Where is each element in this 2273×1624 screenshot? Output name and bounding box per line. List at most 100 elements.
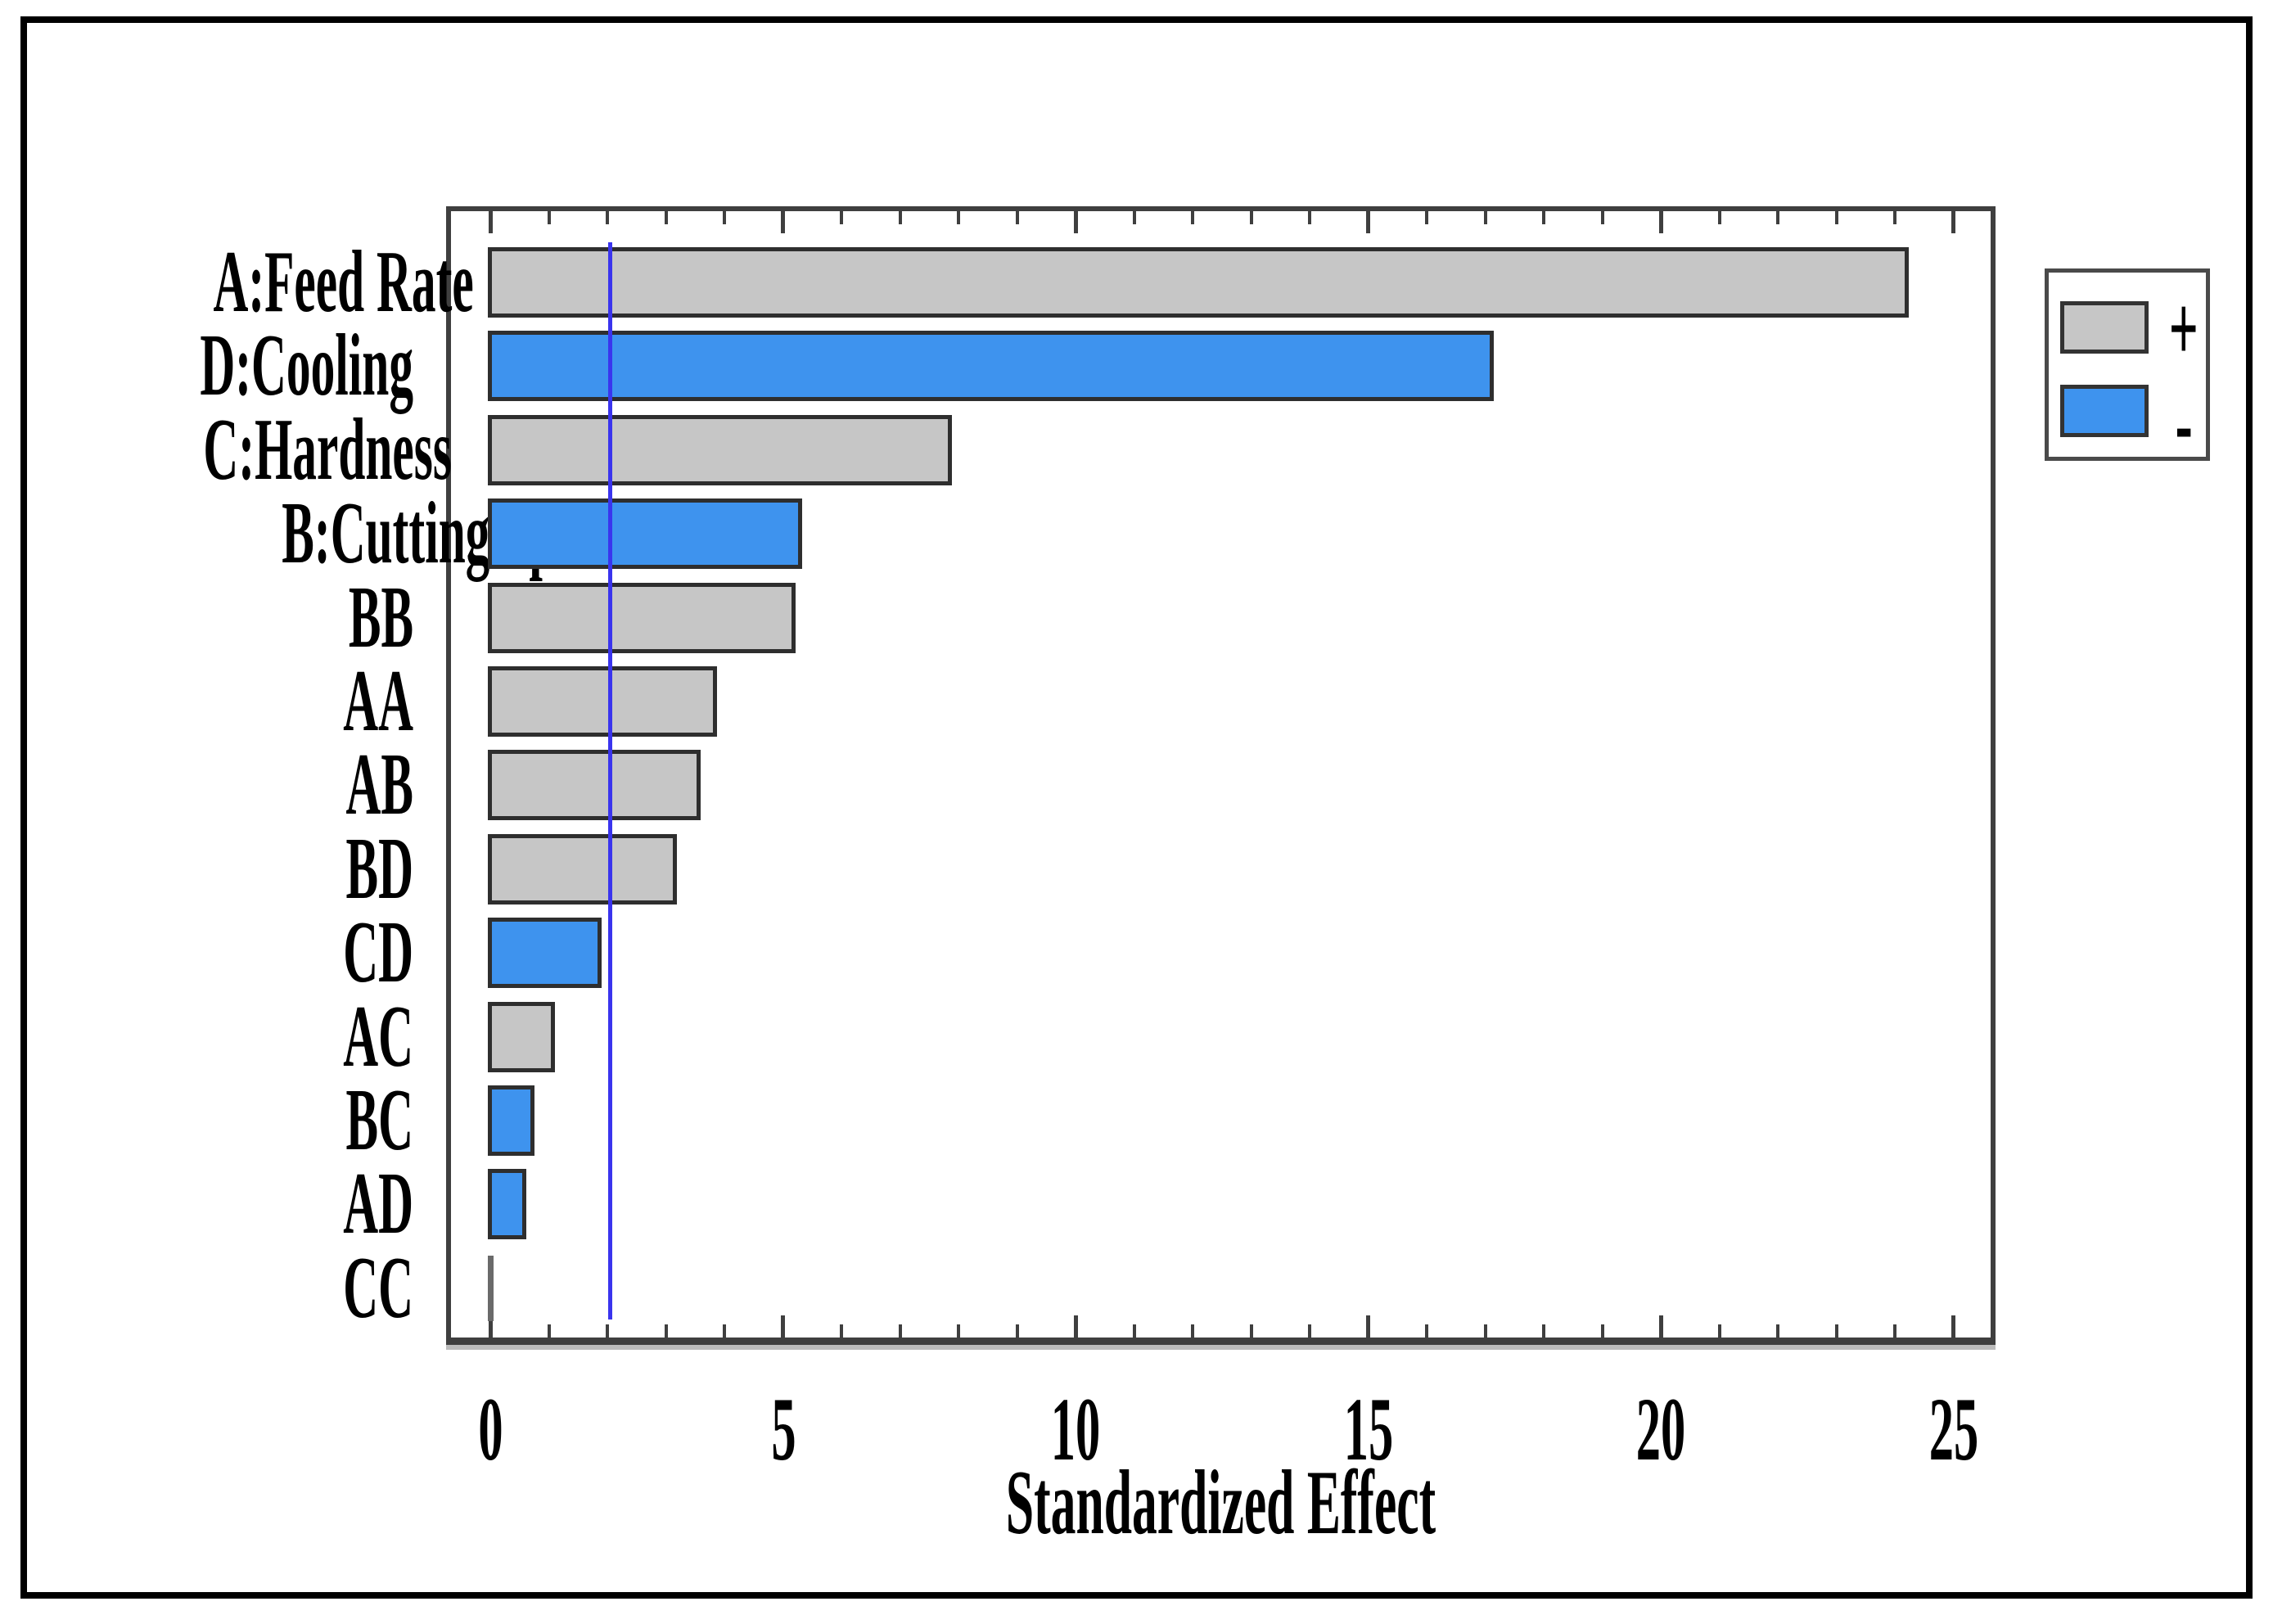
bar-AB xyxy=(488,750,701,821)
category-label-text: CD xyxy=(343,904,413,1002)
x-tick-bottom-16 xyxy=(1425,1324,1428,1338)
x-tick-label-text: 15 xyxy=(1343,1379,1394,1479)
x-tick-bottom-0 xyxy=(489,1315,493,1338)
x-tick-label-10: 10 xyxy=(1010,1383,1141,1475)
x-tick-bottom-8 xyxy=(957,1324,960,1338)
category-label-AB: AB xyxy=(0,740,413,830)
x-tick-bottom-21 xyxy=(1718,1324,1721,1338)
category-label-CC: CC xyxy=(0,1243,413,1333)
category-label-text: C:Hardness xyxy=(203,400,453,498)
x-tick-top-1 xyxy=(548,211,551,224)
axis-shadow xyxy=(446,1345,1996,1350)
category-label-text: AC xyxy=(343,987,413,1085)
x-tick-bottom-17 xyxy=(1484,1324,1487,1338)
x-tick-bottom-14 xyxy=(1308,1324,1311,1338)
category-label-text: D:Cooling xyxy=(200,317,413,415)
legend-negative-label: - xyxy=(2139,372,2229,476)
category-label-BB: BB xyxy=(0,568,413,666)
t-limit-reference-line xyxy=(608,242,612,1320)
bar-BD xyxy=(488,833,677,904)
x-tick-bottom-2 xyxy=(606,1324,609,1338)
x-tick-top-11 xyxy=(1133,211,1136,224)
category-label-A:Feed Rate: A:Feed Rate xyxy=(0,237,473,327)
x-tick-bottom-22 xyxy=(1776,1324,1779,1338)
category-label-text: BC xyxy=(345,1071,413,1169)
category-label-BC: BC xyxy=(0,1076,413,1166)
x-tick-top-24 xyxy=(1893,211,1896,224)
x-tick-top-15 xyxy=(1366,211,1370,233)
x-tick-bottom-11 xyxy=(1133,1324,1136,1338)
x-tick-top-20 xyxy=(1659,211,1663,233)
category-label-text: AA xyxy=(343,652,413,750)
x-tick-bottom-24 xyxy=(1893,1324,1896,1338)
legend: + - xyxy=(2045,268,2210,471)
x-tick-bottom-7 xyxy=(899,1324,902,1338)
x-tick-bottom-5 xyxy=(781,1315,785,1338)
x-tick-bottom-1 xyxy=(548,1324,551,1338)
x-tick-top-4 xyxy=(723,211,726,224)
x-tick-top-8 xyxy=(957,211,960,224)
x-tick-label-text: 5 xyxy=(770,1379,796,1479)
minus-icon: - xyxy=(2175,372,2193,476)
x-tick-top-6 xyxy=(840,211,843,224)
bar-CD xyxy=(488,918,602,989)
x-tick-top-23 xyxy=(1835,211,1838,224)
x-tick-label-25: 25 xyxy=(1888,1383,2019,1475)
x-tick-bottom-18 xyxy=(1542,1324,1545,1338)
legend-positive-swatch xyxy=(2060,301,2149,354)
category-label-text: A:Feed Rate xyxy=(213,233,474,331)
x-tick-top-10 xyxy=(1074,211,1078,233)
category-label-C:Hardness: C:Hardness xyxy=(0,404,452,495)
category-label-text: AB xyxy=(345,736,413,834)
x-tick-top-16 xyxy=(1425,211,1428,224)
x-tick-bottom-13 xyxy=(1250,1324,1253,1338)
category-label-B:Cutting Speed: B:Cutting Speed xyxy=(0,489,626,579)
category-label-text: BD xyxy=(345,819,413,918)
x-tick-label-20: 20 xyxy=(1595,1383,1726,1475)
x-tick-top-5 xyxy=(781,211,785,233)
category-label-CD: CD xyxy=(0,908,413,998)
x-tick-top-0 xyxy=(489,211,493,233)
x-tick-top-12 xyxy=(1191,211,1194,224)
x-tick-top-7 xyxy=(899,211,902,224)
x-tick-bottom-6 xyxy=(840,1324,843,1338)
x-tick-top-18 xyxy=(1542,211,1545,224)
x-tick-bottom-9 xyxy=(1016,1324,1019,1338)
x-tick-top-19 xyxy=(1601,211,1604,224)
x-tick-label-text: 20 xyxy=(1635,1379,1686,1479)
x-tick-label-15: 15 xyxy=(1303,1383,1434,1475)
x-tick-label-0: 0 xyxy=(425,1383,556,1475)
bar-CC xyxy=(488,1255,494,1321)
x-tick-bottom-19 xyxy=(1601,1324,1604,1338)
category-label-text: AD xyxy=(343,1155,413,1253)
x-tick-label-text: 10 xyxy=(1050,1379,1101,1479)
x-tick-bottom-23 xyxy=(1835,1324,1838,1338)
category-label-AC: AC xyxy=(0,987,413,1085)
x-tick-bottom-12 xyxy=(1191,1324,1194,1338)
x-tick-bottom-4 xyxy=(723,1324,726,1338)
x-tick-top-17 xyxy=(1484,211,1487,224)
x-tick-label-5: 5 xyxy=(718,1383,849,1475)
bar-B:Cutting Speed xyxy=(488,498,802,570)
bar-C:Hardness xyxy=(488,414,952,485)
category-label-text: BB xyxy=(348,568,413,666)
bar-D:Cooling xyxy=(488,331,1494,402)
x-tick-top-14 xyxy=(1308,211,1311,224)
bar-AD xyxy=(488,1169,526,1240)
category-label-AA: AA xyxy=(0,656,413,747)
x-tick-top-22 xyxy=(1776,211,1779,224)
x-tick-label-text: 0 xyxy=(477,1379,503,1479)
bar-BC xyxy=(488,1085,534,1156)
x-tick-top-13 xyxy=(1250,211,1253,224)
x-tick-bottom-10 xyxy=(1074,1315,1078,1338)
x-tick-top-21 xyxy=(1718,211,1721,224)
category-label-text: CC xyxy=(343,1238,413,1337)
legend-negative-swatch xyxy=(2060,385,2149,437)
figure-border xyxy=(20,16,2253,1599)
x-tick-label-text: 25 xyxy=(1928,1379,1979,1479)
x-tick-top-25 xyxy=(1951,211,1955,233)
x-tick-bottom-25 xyxy=(1951,1315,1955,1338)
x-tick-top-9 xyxy=(1016,211,1019,224)
legend-positive-label: + xyxy=(2139,282,2229,376)
